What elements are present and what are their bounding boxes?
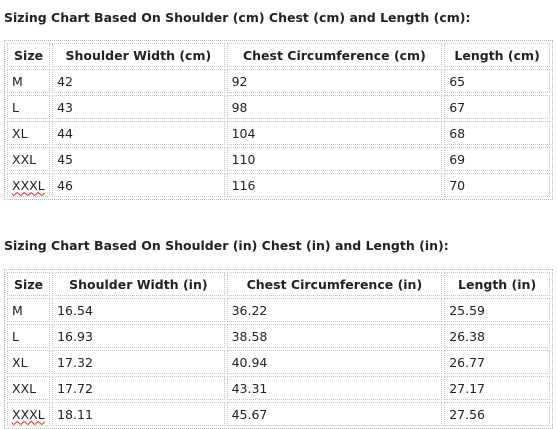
table-row: XXL 17.72 43.31 27.17 <box>7 376 550 400</box>
chest-cell: 98 <box>226 95 443 119</box>
length-cell: 27.56 <box>444 402 550 426</box>
sizing-table-cm: Size Shoulder Width (cm) Chest Circumfer… <box>4 40 553 200</box>
table-row: XXXL 46 116 70 <box>7 173 550 197</box>
column-header-shoulder-width: Shoulder Width (in) <box>52 272 225 296</box>
shoulder-cell: 44 <box>52 121 225 145</box>
size-cell: XXXL <box>7 173 51 197</box>
table-row: M 16.54 36.22 25.59 <box>7 298 550 322</box>
chest-cell: 104 <box>226 121 443 145</box>
length-cell: 26.77 <box>444 350 550 374</box>
shoulder-cell: 45 <box>52 147 225 171</box>
table-row: XXXL 18.11 45.67 27.56 <box>7 402 550 426</box>
column-header-length: Length (in) <box>444 272 550 296</box>
length-cell: 26.38 <box>444 324 550 348</box>
length-cell: 68 <box>444 121 550 145</box>
chest-cell: 45.67 <box>226 402 443 426</box>
size-cell: XL <box>7 121 51 145</box>
shoulder-cell: 43 <box>52 95 225 119</box>
size-cell: XXL <box>7 147 51 171</box>
chest-cell: 38.58 <box>226 324 443 348</box>
table-header-row: Size Shoulder Width (cm) Chest Circumfer… <box>7 43 550 67</box>
size-cell: XXXL <box>7 402 51 426</box>
size-cell: L <box>7 95 51 119</box>
table-header-row: Size Shoulder Width (in) Chest Circumfer… <box>7 272 550 296</box>
shoulder-cell: 17.32 <box>52 350 225 374</box>
chest-cell: 43.31 <box>226 376 443 400</box>
size-cell: XL <box>7 350 51 374</box>
column-header-chest-circumference: Chest Circumference (in) <box>226 272 443 296</box>
section-title-in: Sizing Chart Based On Shoulder (in) Ches… <box>4 238 449 253</box>
size-cell: L <box>7 324 51 348</box>
column-header-shoulder-width: Shoulder Width (cm) <box>52 43 225 67</box>
size-cell: XXL <box>7 376 51 400</box>
shoulder-cell: 16.93 <box>52 324 225 348</box>
table-row: L 43 98 67 <box>7 95 550 119</box>
spellcheck-flagged-text: XXXL <box>12 406 45 422</box>
shoulder-cell: 17.72 <box>52 376 225 400</box>
table-row: XL 44 104 68 <box>7 121 550 145</box>
length-cell: 70 <box>444 173 550 197</box>
table-row: M 42 92 65 <box>7 69 550 93</box>
column-header-length: Length (cm) <box>444 43 550 67</box>
column-header-chest-circumference: Chest Circumference (cm) <box>226 43 443 67</box>
table-row: XL 17.32 40.94 26.77 <box>7 350 550 374</box>
size-cell: M <box>7 298 51 322</box>
length-cell: 27.17 <box>444 376 550 400</box>
shoulder-cell: 18.11 <box>52 402 225 426</box>
length-cell: 65 <box>444 69 550 93</box>
length-cell: 69 <box>444 147 550 171</box>
chest-cell: 92 <box>226 69 443 93</box>
column-header-size: Size <box>7 272 51 296</box>
length-cell: 67 <box>444 95 550 119</box>
column-header-size: Size <box>7 43 51 67</box>
shoulder-cell: 16.54 <box>52 298 225 322</box>
chest-cell: 36.22 <box>226 298 443 322</box>
table-row: L 16.93 38.58 26.38 <box>7 324 550 348</box>
spellcheck-flagged-text: XXXL <box>12 177 45 193</box>
chest-cell: 116 <box>226 173 443 197</box>
chest-cell: 40.94 <box>226 350 443 374</box>
length-cell: 25.59 <box>444 298 550 322</box>
chest-cell: 110 <box>226 147 443 171</box>
sizing-table-in: Size Shoulder Width (in) Chest Circumfer… <box>4 269 553 429</box>
shoulder-cell: 42 <box>52 69 225 93</box>
section-title-cm: Sizing Chart Based On Shoulder (cm) Ches… <box>4 10 471 25</box>
table-row: XXL 45 110 69 <box>7 147 550 171</box>
shoulder-cell: 46 <box>52 173 225 197</box>
size-cell: M <box>7 69 51 93</box>
